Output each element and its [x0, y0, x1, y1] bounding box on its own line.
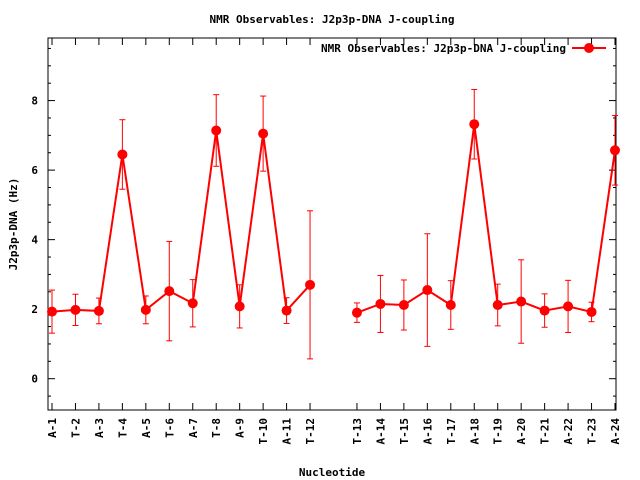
data-point — [563, 301, 574, 312]
series-layer — [47, 88, 620, 360]
data-point — [258, 128, 269, 139]
data-point — [516, 296, 527, 307]
data-point — [469, 119, 480, 130]
x-axis: A-1 T-2 A-3 T-4 A-5 T-6 A-7 T-8 A-9 T-10 A-11 T-12 T… — [46, 38, 622, 445]
chart-title: NMR Observables: J2p3p-DNA J-coupling — [209, 13, 454, 26]
x-tick-label: T-19 — [492, 418, 505, 445]
y-tick-label: 0 — [31, 373, 38, 386]
y-tick-label: 2 — [31, 303, 38, 316]
x-tick-label: A-16 — [421, 418, 434, 445]
data-point — [234, 301, 245, 312]
data-point — [187, 298, 198, 309]
x-tick-label: A-11 — [281, 418, 294, 445]
x-axis-label: Nucleotide — [299, 466, 366, 479]
x-tick-label: A-3 — [93, 418, 106, 438]
y-tick-label: 6 — [31, 164, 38, 177]
data-point — [117, 149, 128, 160]
data-point — [93, 305, 104, 316]
x-tick-label: A-14 — [374, 418, 387, 445]
data-point — [398, 300, 409, 311]
data-point — [47, 306, 57, 317]
x-tick-label: T-4 — [116, 418, 129, 438]
x-tick-label: T-10 — [257, 418, 270, 445]
data-point — [305, 279, 316, 290]
data-point — [610, 145, 620, 156]
x-tick-label: A-18 — [468, 418, 481, 445]
data-point — [70, 304, 81, 315]
data-point — [422, 285, 433, 296]
series-line — [356, 124, 616, 314]
data-point — [586, 306, 597, 317]
data-point — [211, 125, 222, 136]
x-tick-label: A-1 — [46, 418, 59, 438]
y-tick-label: 4 — [31, 234, 38, 247]
x-tick-label: T-15 — [398, 418, 411, 445]
x-tick-label: T-2 — [69, 418, 82, 438]
data-point — [351, 307, 362, 318]
x-tick-label: T-21 — [539, 418, 552, 445]
x-tick-label: T-12 — [304, 418, 317, 445]
legend-marker — [584, 43, 594, 53]
legend-label: NMR Observables: J2p3p-DNA J-coupling — [321, 42, 566, 55]
data-point — [281, 305, 292, 316]
data-point — [445, 300, 456, 311]
x-tick-label: A-9 — [234, 418, 247, 438]
data-point — [375, 298, 386, 309]
data-point — [539, 305, 550, 316]
x-tick-label: A-7 — [187, 418, 200, 438]
y-axis-label: J2p3p-DNA (Hz) — [7, 178, 20, 271]
y-tick-label: 8 — [31, 95, 38, 108]
data-point — [140, 304, 151, 315]
x-tick-label: T-23 — [586, 418, 599, 445]
x-tick-label: A-24 — [609, 418, 622, 445]
x-tick-label: T-6 — [163, 418, 176, 438]
x-tick-label: A-20 — [515, 418, 528, 445]
x-tick-label: T-8 — [210, 418, 223, 438]
data-point — [164, 286, 175, 297]
data-point — [492, 300, 503, 311]
legend: NMR Observables: J2p3p-DNA J-coupling — [321, 42, 606, 55]
x-tick-label: T-13 — [351, 418, 364, 445]
x-tick-label: A-5 — [140, 418, 153, 438]
plot-area-border — [47, 37, 617, 411]
x-tick-label: T-17 — [445, 418, 458, 445]
series-line — [51, 130, 311, 313]
x-tick-label: A-22 — [562, 418, 575, 445]
y-axis: 0 2 4 6 8 — [31, 47, 616, 397]
